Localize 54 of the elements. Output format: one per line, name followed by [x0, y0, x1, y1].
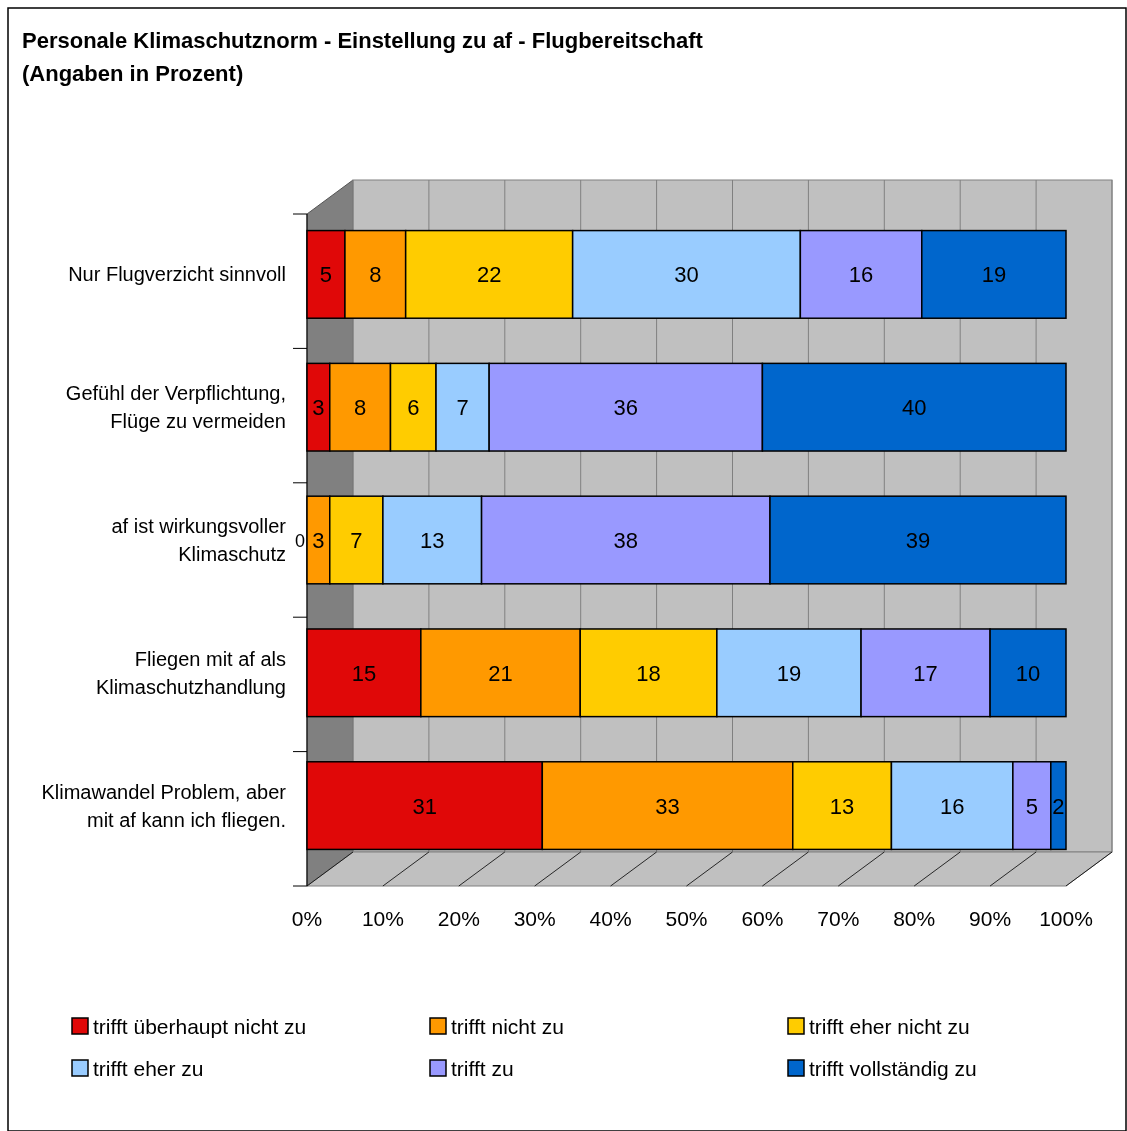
data-label: 7	[456, 395, 469, 421]
data-label: 22	[476, 262, 502, 288]
data-label: 17	[913, 660, 938, 686]
y-tick-label: Nur Flugverzicht sinnvoll	[68, 263, 286, 286]
data-label: 18	[636, 660, 661, 686]
data-label: 6	[407, 395, 420, 421]
data-label: 15	[351, 660, 377, 686]
y-tick-label: Fliegen mit af als Klimaschutzhandlung	[95, 647, 286, 698]
data-label: 3	[312, 395, 325, 421]
data-label: 39	[905, 528, 931, 553]
data-label: 33	[655, 793, 680, 819]
x-tick-label: 40%	[589, 907, 632, 930]
y-tick-label: Klimawandel Problem, aber mit af kann ich fliegen.	[41, 780, 287, 831]
x-tick-label: 0%	[291, 907, 323, 930]
chart-title: Personale Klimaschutznorm - Einstellung zu af - Flugbereitschaft	[22, 28, 704, 53]
data-label: 13	[829, 793, 855, 819]
data-label: 5	[1025, 793, 1038, 819]
x-tick-label: 10%	[361, 907, 404, 930]
x-tick-label: 50%	[665, 907, 708, 930]
annotation: 0	[294, 531, 305, 551]
data-label: 3	[312, 528, 325, 553]
legend-label: trifft überhaupt nicht zu	[93, 1015, 307, 1038]
x-tick-label: 70%	[817, 907, 860, 930]
x-tick-label: 60%	[741, 907, 784, 930]
legend-label: trifft eher nicht zu	[809, 1015, 970, 1038]
data-label: 19	[981, 262, 1007, 288]
data-label: 5	[319, 262, 333, 288]
x-tick-label: 30%	[513, 907, 556, 930]
x-tick-label: 20%	[437, 907, 480, 930]
y-tick-label: af ist wirkungsvoller Klimaschutz	[111, 515, 287, 565]
x-tick-label: 80%	[893, 907, 936, 930]
y-tick-label: Gefühl der Verpflichtung, Flüge zu vermeiden	[65, 382, 286, 433]
legend-label: trifft eher zu	[93, 1057, 204, 1080]
chart-subtitle: (Angaben in Prozent)	[22, 61, 244, 86]
data-label: 30	[674, 262, 699, 288]
data-label: 8	[369, 262, 382, 288]
data-label: 7	[350, 528, 363, 553]
data-label: 36	[613, 395, 639, 421]
x-tick-label: 90%	[969, 907, 1012, 930]
data-label: 16	[939, 793, 965, 819]
data-label: 16	[848, 262, 874, 288]
x-tick-label: 100%	[1039, 907, 1093, 930]
data-label: 31	[412, 793, 437, 819]
data-label: 21	[488, 660, 513, 686]
data-label: 40	[901, 395, 927, 421]
legend-label: trifft vollständig zu	[809, 1057, 977, 1080]
legend-label: trifft zu	[451, 1057, 514, 1080]
legend-label: trifft nicht zu	[451, 1015, 564, 1038]
data-label: 8	[354, 395, 367, 421]
data-label: 2	[1052, 793, 1065, 819]
data-label: 38	[613, 528, 639, 553]
data-label: 13	[419, 528, 445, 553]
data-label: 10	[1015, 660, 1041, 686]
data-label: 19	[776, 660, 802, 686]
